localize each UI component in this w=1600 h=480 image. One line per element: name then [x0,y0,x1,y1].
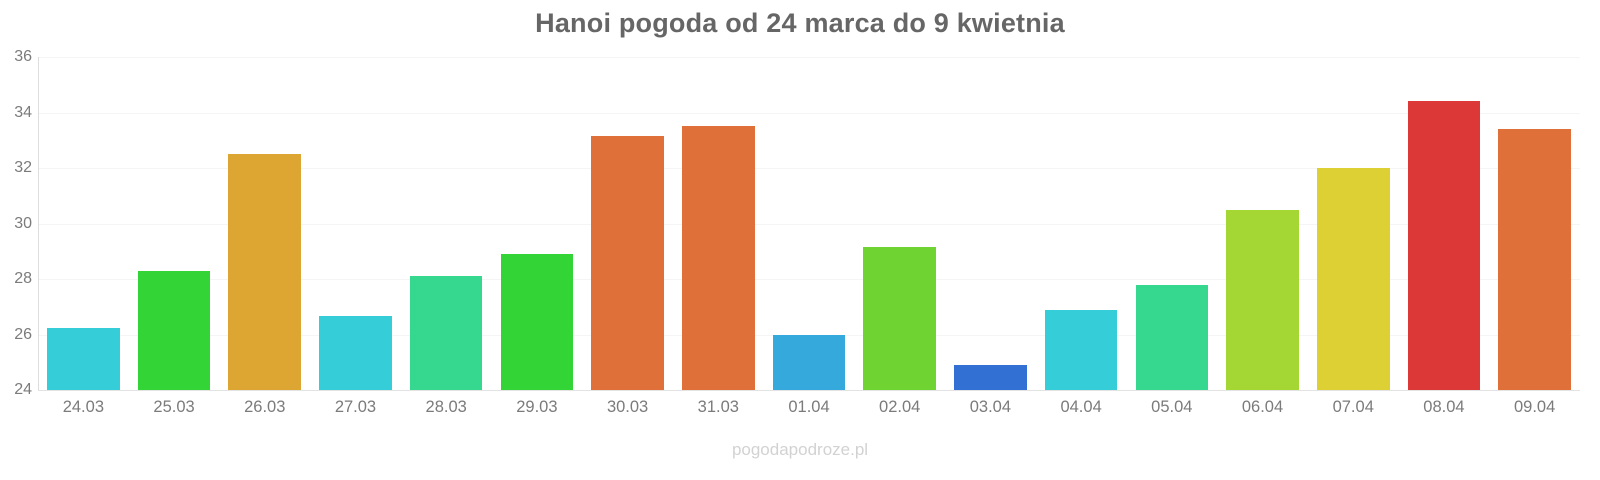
bar[interactable] [228,154,302,390]
y-axis-line [38,57,39,391]
x-axis-tick-label: 05.04 [1151,398,1193,416]
x-axis-tick-label: 02.04 [879,398,921,416]
bar[interactable] [1044,309,1118,390]
bars-layer [38,57,1580,390]
gridline [38,112,1580,114]
y-axis-tick-label: 30 [14,214,32,232]
y-axis-tick-label: 28 [14,270,32,287]
x-axis-tick-label: 24.03 [62,398,104,416]
bar[interactable] [1316,168,1390,390]
bar[interactable] [409,276,483,390]
x-axis-tick-label: 03.04 [969,398,1012,416]
x-axis-tick-label: 30.03 [606,398,649,416]
y-axis-tick-label: 34 [14,103,32,121]
y-axis-tick-label: 36 [14,48,32,65]
bar[interactable] [137,270,211,390]
bar[interactable] [1226,209,1299,390]
chart-title: Hanoi pogoda od 24 marca do 9 kwietnia [535,8,1065,38]
x-axis-tick-label: 28.03 [425,398,467,416]
bar[interactable] [1498,129,1571,390]
x-axis-tick-label: 04.04 [1060,398,1102,416]
bar[interactable] [1407,101,1481,390]
gridline [38,57,1580,58]
gridline [38,223,1580,225]
x-axis-tick-label: 25.03 [153,398,195,416]
y-axis-tick-label: 26 [14,325,32,343]
bar[interactable] [682,126,755,390]
x-axis-tick-label: 09.04 [1513,398,1556,416]
gridline [38,279,1580,280]
x-axis-tick-label: 26.03 [244,398,286,416]
x-axis-line [38,390,1580,391]
bar[interactable] [954,365,1027,390]
bar[interactable] [1135,284,1209,390]
bar[interactable] [772,334,846,390]
bar[interactable] [500,254,574,390]
x-axis-tick-labels: 24.03 25.03 26.03 27.03 28.03 29.03 30.03 31.03… [38,398,1580,428]
watermark: pogodapodroze.pl [731,440,869,459]
bar[interactable] [591,136,664,390]
x-axis-tick-label: 07.04 [1332,398,1374,416]
x-axis-tick-label: 27.03 [334,398,377,416]
bar[interactable] [863,247,936,390]
bar[interactable] [47,327,120,390]
x-axis-tick-label: 06.04 [1241,398,1284,416]
gridline [38,168,1580,169]
x-axis-tick-label: 29.03 [516,398,558,416]
x-axis-tick-label: 08.04 [1423,398,1465,416]
bar[interactable] [319,316,392,390]
x-axis-tick-label: 01.04 [788,398,830,416]
y-axis-tick-label: 32 [14,159,32,176]
x-axis-tick-label: 31.03 [697,398,739,416]
y-axis-tick-label: 24 [14,381,32,398]
